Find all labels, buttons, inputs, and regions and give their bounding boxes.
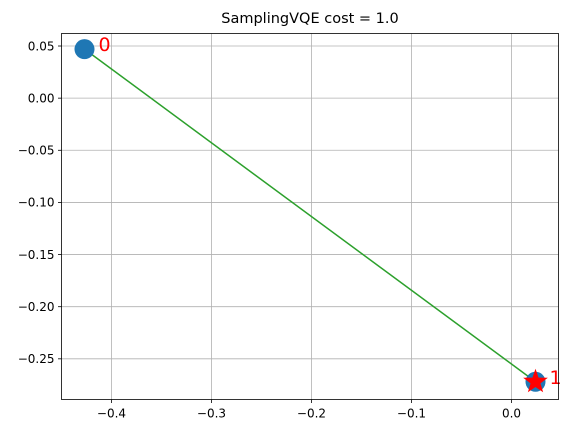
y-tick-label: −0.20 bbox=[18, 300, 55, 314]
edge-line bbox=[84, 48, 536, 383]
y-tick-label: −0.10 bbox=[18, 196, 55, 210]
plot-frame bbox=[61, 33, 559, 400]
point-labels: 01 bbox=[99, 34, 562, 389]
y-tick-label: −0.25 bbox=[18, 352, 55, 366]
y-tick-label: 0.05 bbox=[28, 39, 55, 53]
x-tick-label: −0.4 bbox=[97, 407, 126, 421]
edges bbox=[84, 48, 536, 383]
y-tick-label: −0.05 bbox=[18, 144, 55, 158]
y-tick-label: −0.15 bbox=[18, 248, 55, 262]
y-tick-label: 0.00 bbox=[28, 91, 55, 105]
x-tick-label: −0.3 bbox=[197, 407, 226, 421]
points bbox=[74, 39, 548, 393]
x-tick-label: −0.2 bbox=[297, 407, 326, 421]
star-marker bbox=[523, 368, 548, 393]
node-label: 0 bbox=[99, 34, 111, 56]
x-tick-label: 0.0 bbox=[502, 407, 521, 421]
node-label: 1 bbox=[550, 367, 562, 389]
x-axis-ticks: −0.4 −0.3 −0.2 −0.1 0.0 bbox=[97, 399, 521, 421]
chart-title: SamplingVQE cost = 1.0 bbox=[221, 11, 398, 27]
node-marker bbox=[74, 39, 95, 60]
x-tick-label: −0.1 bbox=[397, 407, 426, 421]
y-axis-ticks: 0.05 0.00 −0.05 −0.10 −0.15 −0.20 −0.25 bbox=[18, 39, 62, 366]
grid bbox=[61, 33, 559, 400]
